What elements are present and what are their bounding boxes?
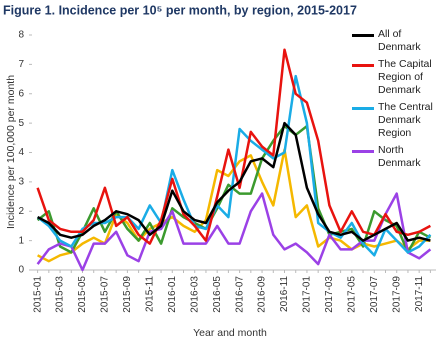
legend-swatch bbox=[352, 64, 374, 67]
legend-label: The Capital Region of Denmark bbox=[378, 58, 432, 96]
x-tick-label: 2017-11 bbox=[414, 276, 425, 312]
legend-label: North Denmark bbox=[378, 144, 421, 169]
y-tick-label: 6 bbox=[18, 88, 24, 99]
x-tick-label: 2017-07 bbox=[369, 276, 380, 313]
legend-label: The Central Denmark Region bbox=[378, 101, 433, 139]
legend-entry: All of Denmark bbox=[352, 28, 440, 54]
series-line bbox=[37, 121, 431, 242]
series-line bbox=[36, 192, 432, 272]
legend-label: All of Denmark bbox=[378, 28, 421, 53]
x-tick-label: 2017-01 bbox=[302, 276, 313, 313]
x-tick-label: 2016-03 bbox=[189, 276, 200, 313]
x-tick-label: 2015-07 bbox=[100, 276, 111, 313]
x-tick-label: 2016-11 bbox=[279, 276, 290, 312]
x-axis-label: Year and month bbox=[193, 327, 267, 339]
y-tick-label: 0 bbox=[18, 265, 24, 276]
legend-entry: North Denmark bbox=[352, 144, 440, 170]
x-tick-label: 2017-05 bbox=[346, 276, 357, 313]
x-tick-label: 2015-03 bbox=[55, 276, 66, 313]
y-axis-label: Incidence per 100,000 per month bbox=[5, 75, 17, 229]
y-tick-label: 1 bbox=[18, 235, 24, 246]
legend-swatch bbox=[352, 34, 374, 37]
x-tick-label: 2015-11 bbox=[144, 276, 155, 312]
x-tick-label: 2015-01 bbox=[32, 276, 43, 313]
y-tick-label: 3 bbox=[18, 177, 24, 188]
x-tick-label: 2017-03 bbox=[324, 276, 335, 313]
series-line bbox=[36, 48, 431, 245]
legend-entry: The Capital Region of Denmark bbox=[352, 58, 440, 97]
y-tick-label: 8 bbox=[18, 30, 24, 41]
chart-title: Figure 1. Incidence per 10⁵ per month, b… bbox=[3, 3, 357, 17]
x-tick-label: 2016-09 bbox=[257, 276, 268, 313]
legend: All of Denmark The Capital Region of Denm… bbox=[352, 28, 440, 174]
x-tick-label: 2016-07 bbox=[234, 276, 245, 313]
legend-swatch bbox=[352, 107, 374, 110]
y-tick-label: 7 bbox=[18, 59, 24, 70]
x-tick-label: 2015-05 bbox=[77, 276, 88, 313]
legend-entry: The Central Denmark Region bbox=[352, 101, 440, 140]
x-tick-label: 2016-05 bbox=[212, 276, 223, 313]
y-tick-label: 4 bbox=[18, 147, 24, 158]
x-tick-label: 2015-09 bbox=[122, 276, 133, 313]
x-tick-label: 2017-09 bbox=[391, 276, 402, 313]
x-tick-label: 2016-01 bbox=[167, 276, 178, 313]
y-tick-label: 5 bbox=[18, 118, 24, 129]
y-tick-label: 2 bbox=[18, 206, 24, 217]
legend-swatch bbox=[352, 150, 374, 153]
